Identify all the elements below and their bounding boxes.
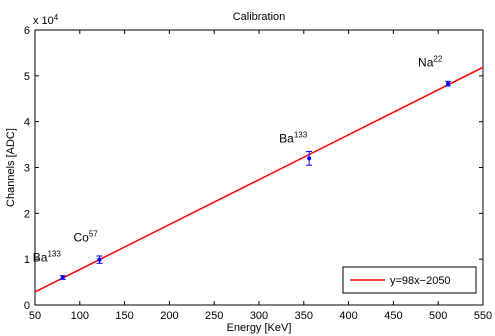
isotope-label: Na22 xyxy=(418,55,443,70)
chart-title: Calibration xyxy=(233,11,286,23)
x-tick-label: 200 xyxy=(160,310,178,322)
isotope-symbol: Co xyxy=(74,231,90,245)
y-multiplier-label: x 104 xyxy=(33,13,59,27)
isotope-symbol: Na xyxy=(418,56,434,70)
x-tick-label: 150 xyxy=(115,310,133,322)
data-point xyxy=(59,275,66,280)
x-axis-ticks: 50 100 150 200 250 300 350 400 450 500 550 xyxy=(29,30,492,322)
isotope-mass-number: 133 xyxy=(294,130,308,139)
y-tick-label: 4 xyxy=(24,117,30,129)
legend: y=98x−2050 xyxy=(342,266,477,294)
x-tick-label: 300 xyxy=(250,310,268,322)
y-multiplier-exponent: 4 xyxy=(54,13,59,22)
x-tick-label: 450 xyxy=(384,310,402,322)
y-tick-label: 1 xyxy=(24,254,30,266)
isotope-label: Ba133 xyxy=(33,250,62,265)
data-marker xyxy=(97,257,102,262)
x-tick-label: 400 xyxy=(339,310,357,322)
x-tick-label: 250 xyxy=(205,310,223,322)
y-axis-label: Channels [ADC] xyxy=(5,128,17,207)
isotope-label: Co57 xyxy=(74,230,99,245)
x-tick-label: 500 xyxy=(429,310,447,322)
data-point xyxy=(96,255,103,264)
fit-line-group xyxy=(34,66,484,293)
fit-line xyxy=(34,66,484,293)
x-axis-label: Energy [KeV] xyxy=(227,322,292,334)
isotope-symbol: Ba xyxy=(33,251,48,265)
data-marker xyxy=(60,275,65,280)
y-tick-label: 2 xyxy=(24,208,30,220)
data-marker xyxy=(446,81,451,86)
data-marker xyxy=(307,156,312,161)
y-tick-label: 5 xyxy=(24,71,30,83)
isotope-mass-number: 57 xyxy=(89,230,98,239)
isotope-label: Ba133 xyxy=(279,130,308,145)
legend-entry-fit: y=98x−2050 xyxy=(390,275,451,287)
data-points-group xyxy=(59,80,452,280)
y-tick-label: 0 xyxy=(24,300,30,312)
x-tick-label: 100 xyxy=(71,310,89,322)
isotope-symbol: Ba xyxy=(279,131,294,145)
x-tick-label: 550 xyxy=(474,310,492,322)
data-point xyxy=(445,80,452,87)
data-point xyxy=(306,150,313,166)
isotope-mass-number: 133 xyxy=(47,250,61,259)
y-axis-ticks: 0 1 2 3 4 5 6 xyxy=(24,25,483,312)
x-tick-label: 350 xyxy=(295,310,313,322)
x-tick-label: 50 xyxy=(29,310,41,322)
y-multiplier-base: x 10 xyxy=(33,15,54,27)
y-tick-label: 3 xyxy=(24,163,30,175)
y-tick-label: 6 xyxy=(24,25,30,37)
isotope-mass-number: 22 xyxy=(433,55,442,64)
